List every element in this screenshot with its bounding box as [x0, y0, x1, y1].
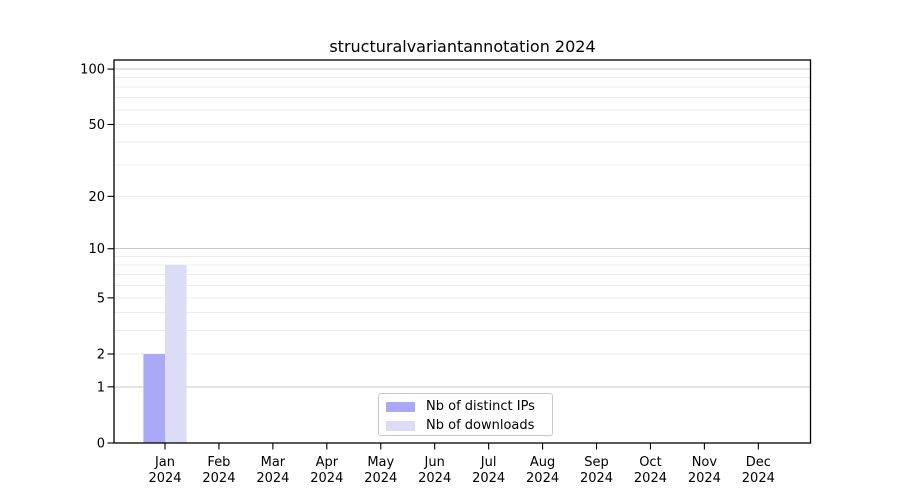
x-tick-label-year: 2024 — [526, 471, 559, 486]
legend-swatch — [386, 401, 415, 412]
y-tick-label: 20 — [88, 190, 105, 205]
y-tick-label: 2 — [97, 347, 105, 362]
chart-title: structuralvariantannotation 2024 — [329, 37, 596, 56]
x-tick-label-year: 2024 — [256, 471, 289, 486]
y-tick-label: 50 — [88, 118, 105, 133]
x-tick-label-month: Apr — [316, 455, 339, 470]
x-tick-label-year: 2024 — [148, 471, 181, 486]
x-tick-label-year: 2024 — [580, 471, 613, 486]
y-tick-label: 100 — [80, 63, 105, 78]
x-tick-label-year: 2024 — [472, 471, 505, 486]
y-tick-label: 1 — [97, 380, 105, 395]
x-tick-label-month: May — [367, 455, 394, 470]
bar-distinct-ips — [143, 353, 165, 443]
x-tick-label-year: 2024 — [742, 471, 775, 486]
y-tick-label: 5 — [97, 291, 105, 306]
legend-swatch — [386, 420, 415, 431]
x-tick-label-year: 2024 — [688, 471, 721, 486]
x-tick-label-month: Sep — [584, 455, 609, 470]
legend-row: Nb of distinct IPs — [386, 397, 552, 416]
x-tick-label-year: 2024 — [202, 471, 235, 486]
x-tick-label-month: Aug — [530, 455, 555, 470]
x-tick-label-month: Jun — [424, 455, 445, 470]
x-tick-label-month: Jan — [154, 455, 175, 470]
y-tick-label: 10 — [88, 242, 105, 257]
x-tick-label-year: 2024 — [310, 471, 343, 486]
x-tick-label-month: Mar — [261, 455, 286, 470]
x-tick-label-year: 2024 — [634, 471, 667, 486]
x-axis-ticks: Jan2024Feb2024Mar2024Apr2024May2024Jun20… — [148, 443, 775, 486]
bars — [143, 264, 187, 443]
y-axis-ticks: 0 1 2 5 10 20 50 100 — [80, 63, 114, 452]
x-tick-label-year: 2024 — [364, 471, 397, 486]
x-tick-label-month: Dec — [746, 455, 771, 470]
minor-gridlines — [114, 77, 811, 355]
bar-downloads — [165, 264, 187, 443]
x-tick-label-month: Jul — [480, 455, 497, 470]
x-tick-label-month: Oct — [639, 455, 661, 470]
x-tick-label-year: 2024 — [418, 471, 451, 486]
legend-row: Nb of downloads — [386, 416, 552, 435]
y-tick-label: 0 — [97, 437, 105, 452]
legend-label: Nb of downloads — [426, 418, 535, 433]
major-gridlines — [114, 68, 811, 388]
axis-frame — [113, 59, 812, 444]
legend-label: Nb of distinct IPs — [426, 399, 535, 414]
x-tick-label-month: Feb — [207, 455, 230, 470]
x-tick-label-month: Nov — [692, 455, 718, 470]
legend: Nb of distinct IPs Nb of downloads — [378, 393, 553, 436]
